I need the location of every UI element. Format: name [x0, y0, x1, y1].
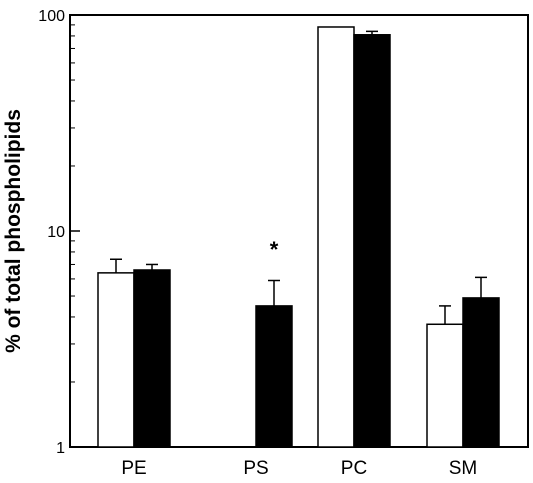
bar-sm-series-1: [426, 323, 464, 448]
error-bars: [110, 30, 487, 325]
bar-pe-series-2: [133, 269, 171, 448]
bar-pc-series-1: [317, 26, 355, 448]
x-tick-label-pc: PC: [341, 458, 367, 479]
significance-asterisk: *: [270, 237, 279, 262]
x-axis-labels: PE PS PC SM: [121, 458, 477, 479]
bars: [97, 26, 500, 448]
y-axis: 1 10 100: [38, 8, 80, 457]
bar-ps-series-2: [255, 305, 293, 448]
y-axis-label: % of total phospholipids: [2, 109, 25, 353]
bar-pc-series-2: [353, 34, 391, 448]
y-tick-label: 100: [38, 8, 65, 25]
y-tick-label: 10: [47, 224, 65, 241]
x-tick-label-ps: PS: [243, 458, 268, 479]
x-tick-label-pe: PE: [121, 458, 146, 479]
bar-sm-series-2: [462, 297, 500, 448]
x-tick-label-sm: SM: [449, 458, 478, 479]
y-tick-label: 1: [56, 440, 65, 457]
bar-pe-series-1: [97, 272, 135, 448]
annotations: *: [270, 237, 279, 262]
